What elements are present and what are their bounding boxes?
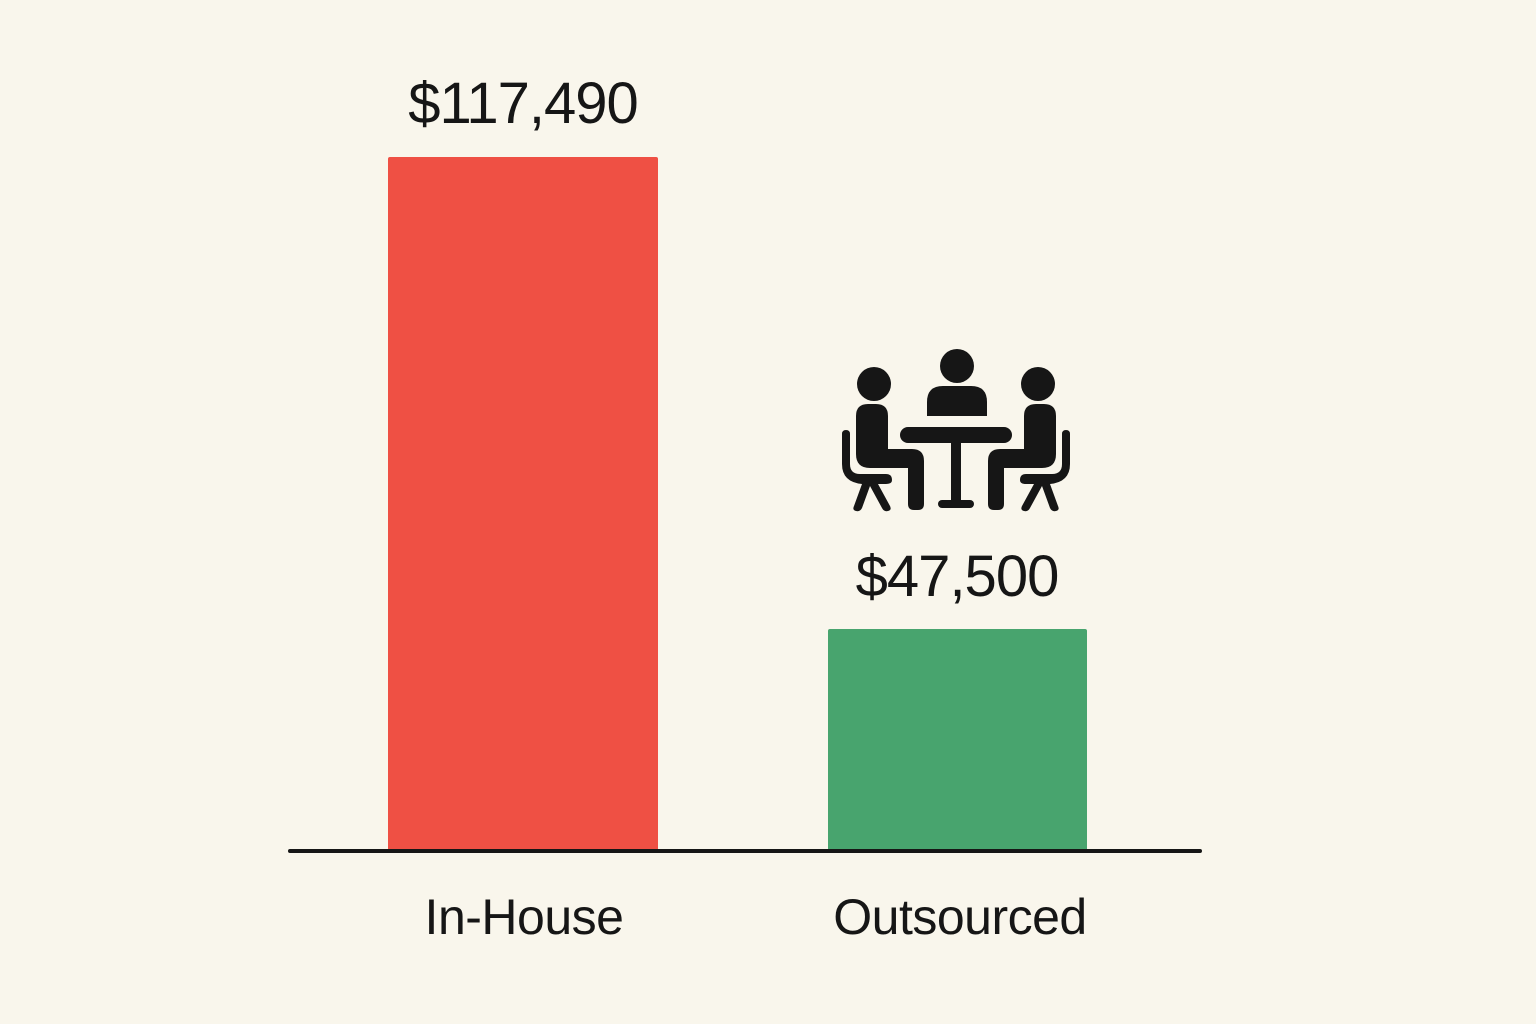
bar-in-house [388,157,658,851]
value-label-in-house: $117,490 [408,71,639,136]
x-axis-line [288,849,1202,853]
bar-outsourced [828,629,1087,851]
category-label-outsourced: Outsourced [833,889,1087,945]
value-label-outsourced: $47,500 [855,544,1060,609]
team-meeting-icon [842,349,1070,512]
category-label-in-house: In-House [424,889,624,945]
